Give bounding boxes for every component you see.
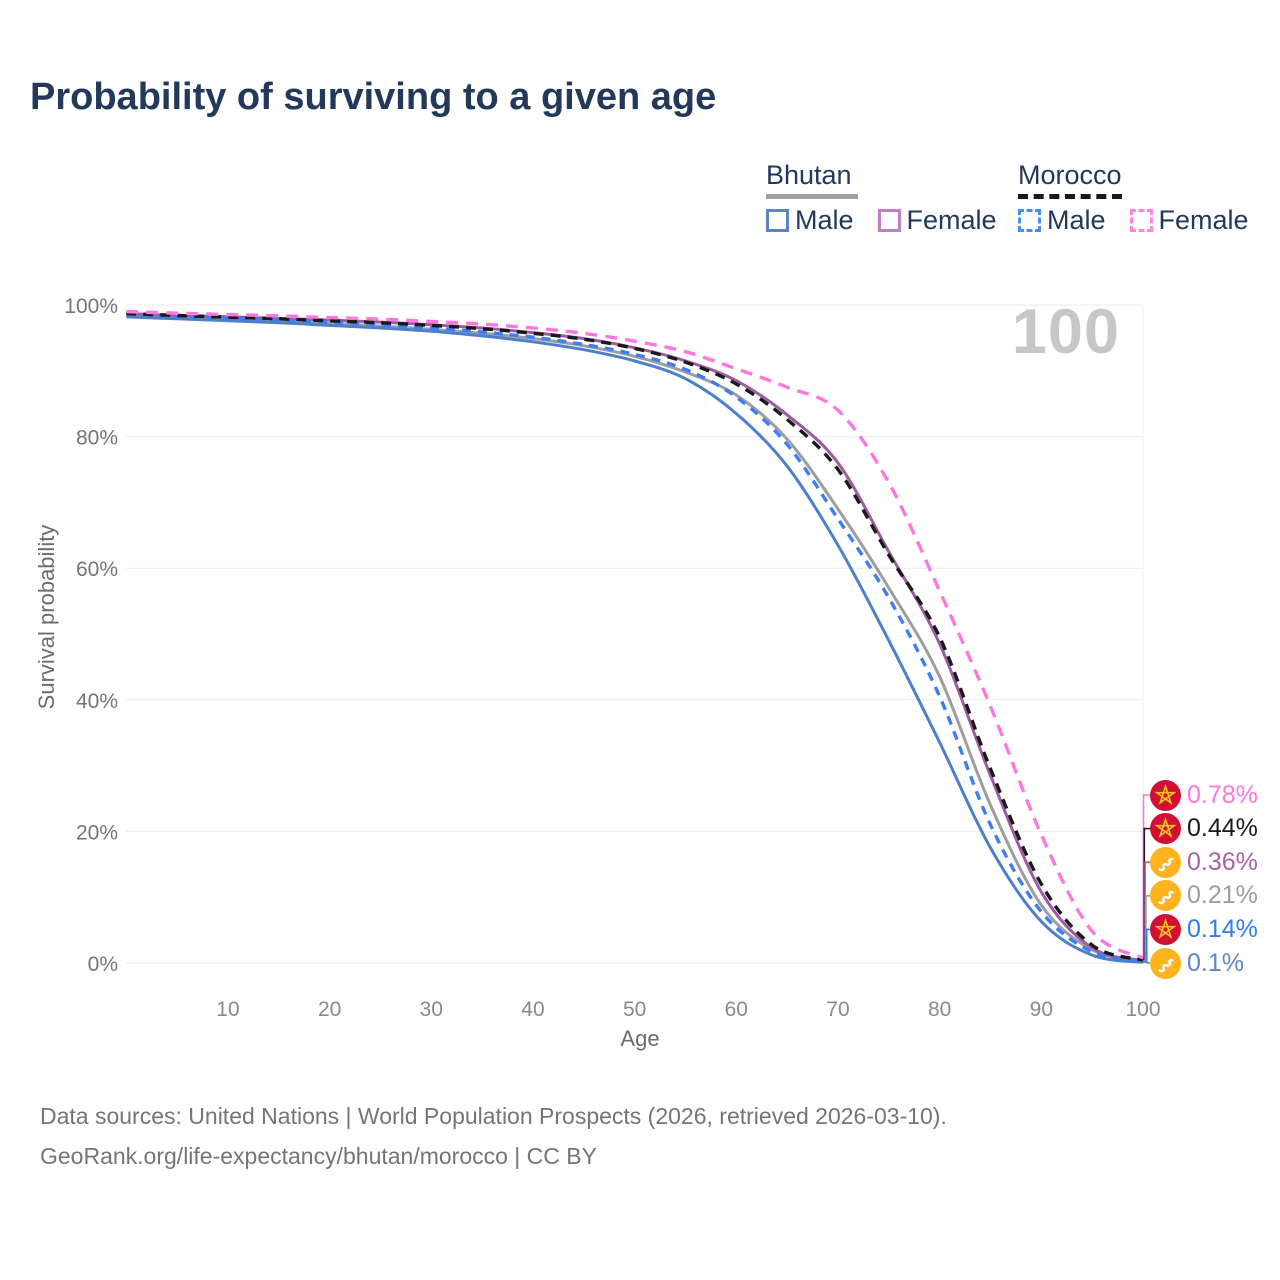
page-title: Probability of surviving to a given age — [30, 76, 717, 118]
x-axis-title: Age — [620, 1026, 660, 1051]
bhutan-flag-icon — [1150, 880, 1181, 912]
series-line-morocco-both-sexes — [126, 311, 1144, 962]
x-tick-label: 40 — [521, 998, 544, 1021]
end-label-morocco-both: 0.44% — [1150, 813, 1258, 845]
legend-item-bhutan-male[interactable]: Male — [766, 205, 854, 236]
end-label-bhutan-male: 0.1% — [1150, 947, 1244, 979]
y-tick-label: 40% — [76, 690, 118, 713]
x-tick-label: 80 — [928, 998, 951, 1021]
y-tick-label: 0% — [88, 953, 118, 976]
x-tick-label: 70 — [826, 998, 849, 1021]
end-value: 0.1% — [1187, 948, 1244, 977]
x-tick-label: 90 — [1030, 998, 1053, 1021]
end-label-morocco-female: 0.78% — [1150, 779, 1258, 811]
series-line-morocco-male — [126, 312, 1144, 964]
bhutan-female-swatch-icon — [877, 209, 901, 232]
legend-underline-bhutan — [766, 194, 858, 199]
x-tick-label: 20 — [318, 998, 341, 1021]
end-label-bhutan-female: 0.36% — [1150, 846, 1258, 878]
morocco-flag-icon — [1150, 813, 1181, 845]
y-tick-label: 60% — [76, 558, 118, 581]
y-tick-label: 80% — [76, 427, 118, 450]
end-value: 0.78% — [1187, 780, 1258, 809]
y-axis-title: Survival probability — [34, 524, 59, 710]
series-line-bhutan-male — [126, 315, 1144, 964]
legend-item-morocco-male[interactable]: Male — [1018, 205, 1106, 236]
legend-item-morocco-female[interactable]: Female — [1129, 205, 1249, 236]
series-line-bhutan-both-sexes — [126, 314, 1144, 964]
end-value: 0.14% — [1187, 914, 1258, 943]
end-value: 0.44% — [1187, 814, 1258, 843]
legend-item-bhutan-female[interactable]: Female — [877, 205, 997, 236]
footer-line-1: Data sources: United Nations | World Pop… — [40, 1103, 947, 1129]
series-line-morocco-female — [126, 309, 1144, 960]
bhutan-male-swatch-icon — [766, 209, 789, 232]
legend-label: Male — [1047, 205, 1106, 235]
morocco-male-swatch-icon — [1018, 209, 1041, 232]
leader-line — [1143, 961, 1152, 964]
data-source-footer: Data sources: United Nations | World Pop… — [40, 1096, 947, 1176]
legend-header-bhutan[interactable]: Bhutan — [766, 160, 852, 190]
age-watermark: 100 — [1011, 297, 1120, 367]
legend-label: Female — [906, 205, 997, 235]
x-tick-label: 100 — [1125, 998, 1160, 1021]
end-label-morocco-male: 0.14% — [1150, 913, 1258, 945]
bhutan-flag-icon — [1150, 947, 1181, 979]
morocco-flag-icon — [1150, 779, 1181, 811]
legend-label: Female — [1158, 205, 1249, 235]
bhutan-flag-icon — [1150, 846, 1181, 878]
series-line-bhutan-female — [126, 312, 1144, 963]
legend-label: Male — [795, 205, 854, 235]
end-value: 0.21% — [1187, 881, 1258, 910]
footer-line-2: GeoRank.org/life-expectancy/bhutan/moroc… — [40, 1143, 597, 1169]
y-tick-label: 20% — [76, 821, 118, 844]
legend-header-morocco[interactable]: Morocco — [1018, 160, 1122, 190]
legend-underline-morocco — [1018, 194, 1122, 199]
morocco-female-swatch-icon — [1129, 209, 1153, 232]
x-tick-label: 60 — [725, 998, 748, 1021]
x-tick-label: 50 — [623, 998, 646, 1021]
end-label-bhutan-both: 0.21% — [1150, 880, 1258, 912]
x-tick-label: 30 — [420, 998, 443, 1021]
morocco-flag-icon — [1150, 913, 1181, 945]
legend-group-bhutan: Bhutan Male Female — [766, 160, 997, 236]
legend-group-morocco: Morocco Male Female — [1018, 160, 1249, 236]
end-value: 0.36% — [1187, 847, 1258, 876]
y-tick-label: 100% — [64, 295, 118, 318]
x-tick-label: 10 — [216, 998, 239, 1021]
